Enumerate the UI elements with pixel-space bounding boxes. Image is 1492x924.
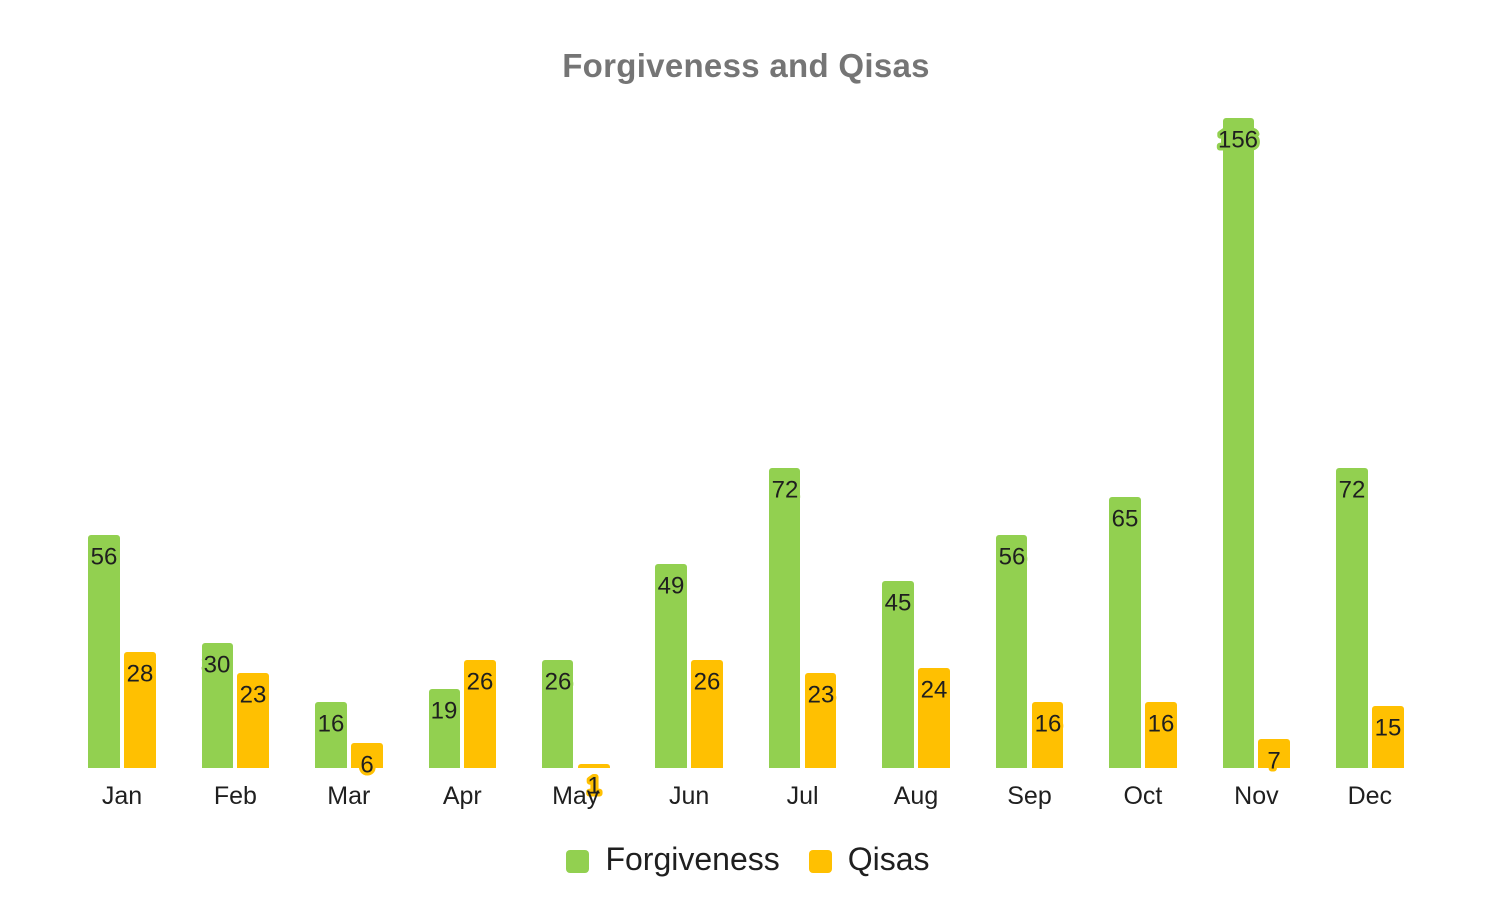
svg-text:26: 26	[544, 668, 571, 695]
svg-text:72: 72	[1338, 477, 1365, 504]
svg-text:23: 23	[807, 681, 834, 708]
svg-text:45: 45	[885, 589, 912, 616]
svg-text:65: 65	[1112, 506, 1139, 533]
svg-text:72: 72	[771, 477, 798, 504]
svg-text:16: 16	[1148, 710, 1175, 737]
svg-text:7: 7	[1268, 748, 1281, 775]
svg-text:24: 24	[921, 677, 948, 704]
svg-text:15: 15	[1374, 714, 1401, 741]
svg-text:26: 26	[694, 668, 721, 695]
svg-text:16: 16	[1034, 710, 1061, 737]
svg-text:30: 30	[204, 652, 231, 679]
svg-text:16: 16	[317, 710, 344, 737]
svg-text:28: 28	[127, 660, 154, 687]
svg-text:156: 156	[1218, 126, 1258, 153]
svg-text:56: 56	[91, 543, 118, 570]
svg-text:56: 56	[998, 543, 1025, 570]
svg-text:1: 1	[587, 773, 600, 800]
svg-text:23: 23	[240, 681, 267, 708]
svg-text:19: 19	[431, 698, 458, 725]
svg-text:49: 49	[658, 572, 685, 599]
svg-text:26: 26	[467, 668, 494, 695]
svg-text:6: 6	[360, 752, 373, 779]
